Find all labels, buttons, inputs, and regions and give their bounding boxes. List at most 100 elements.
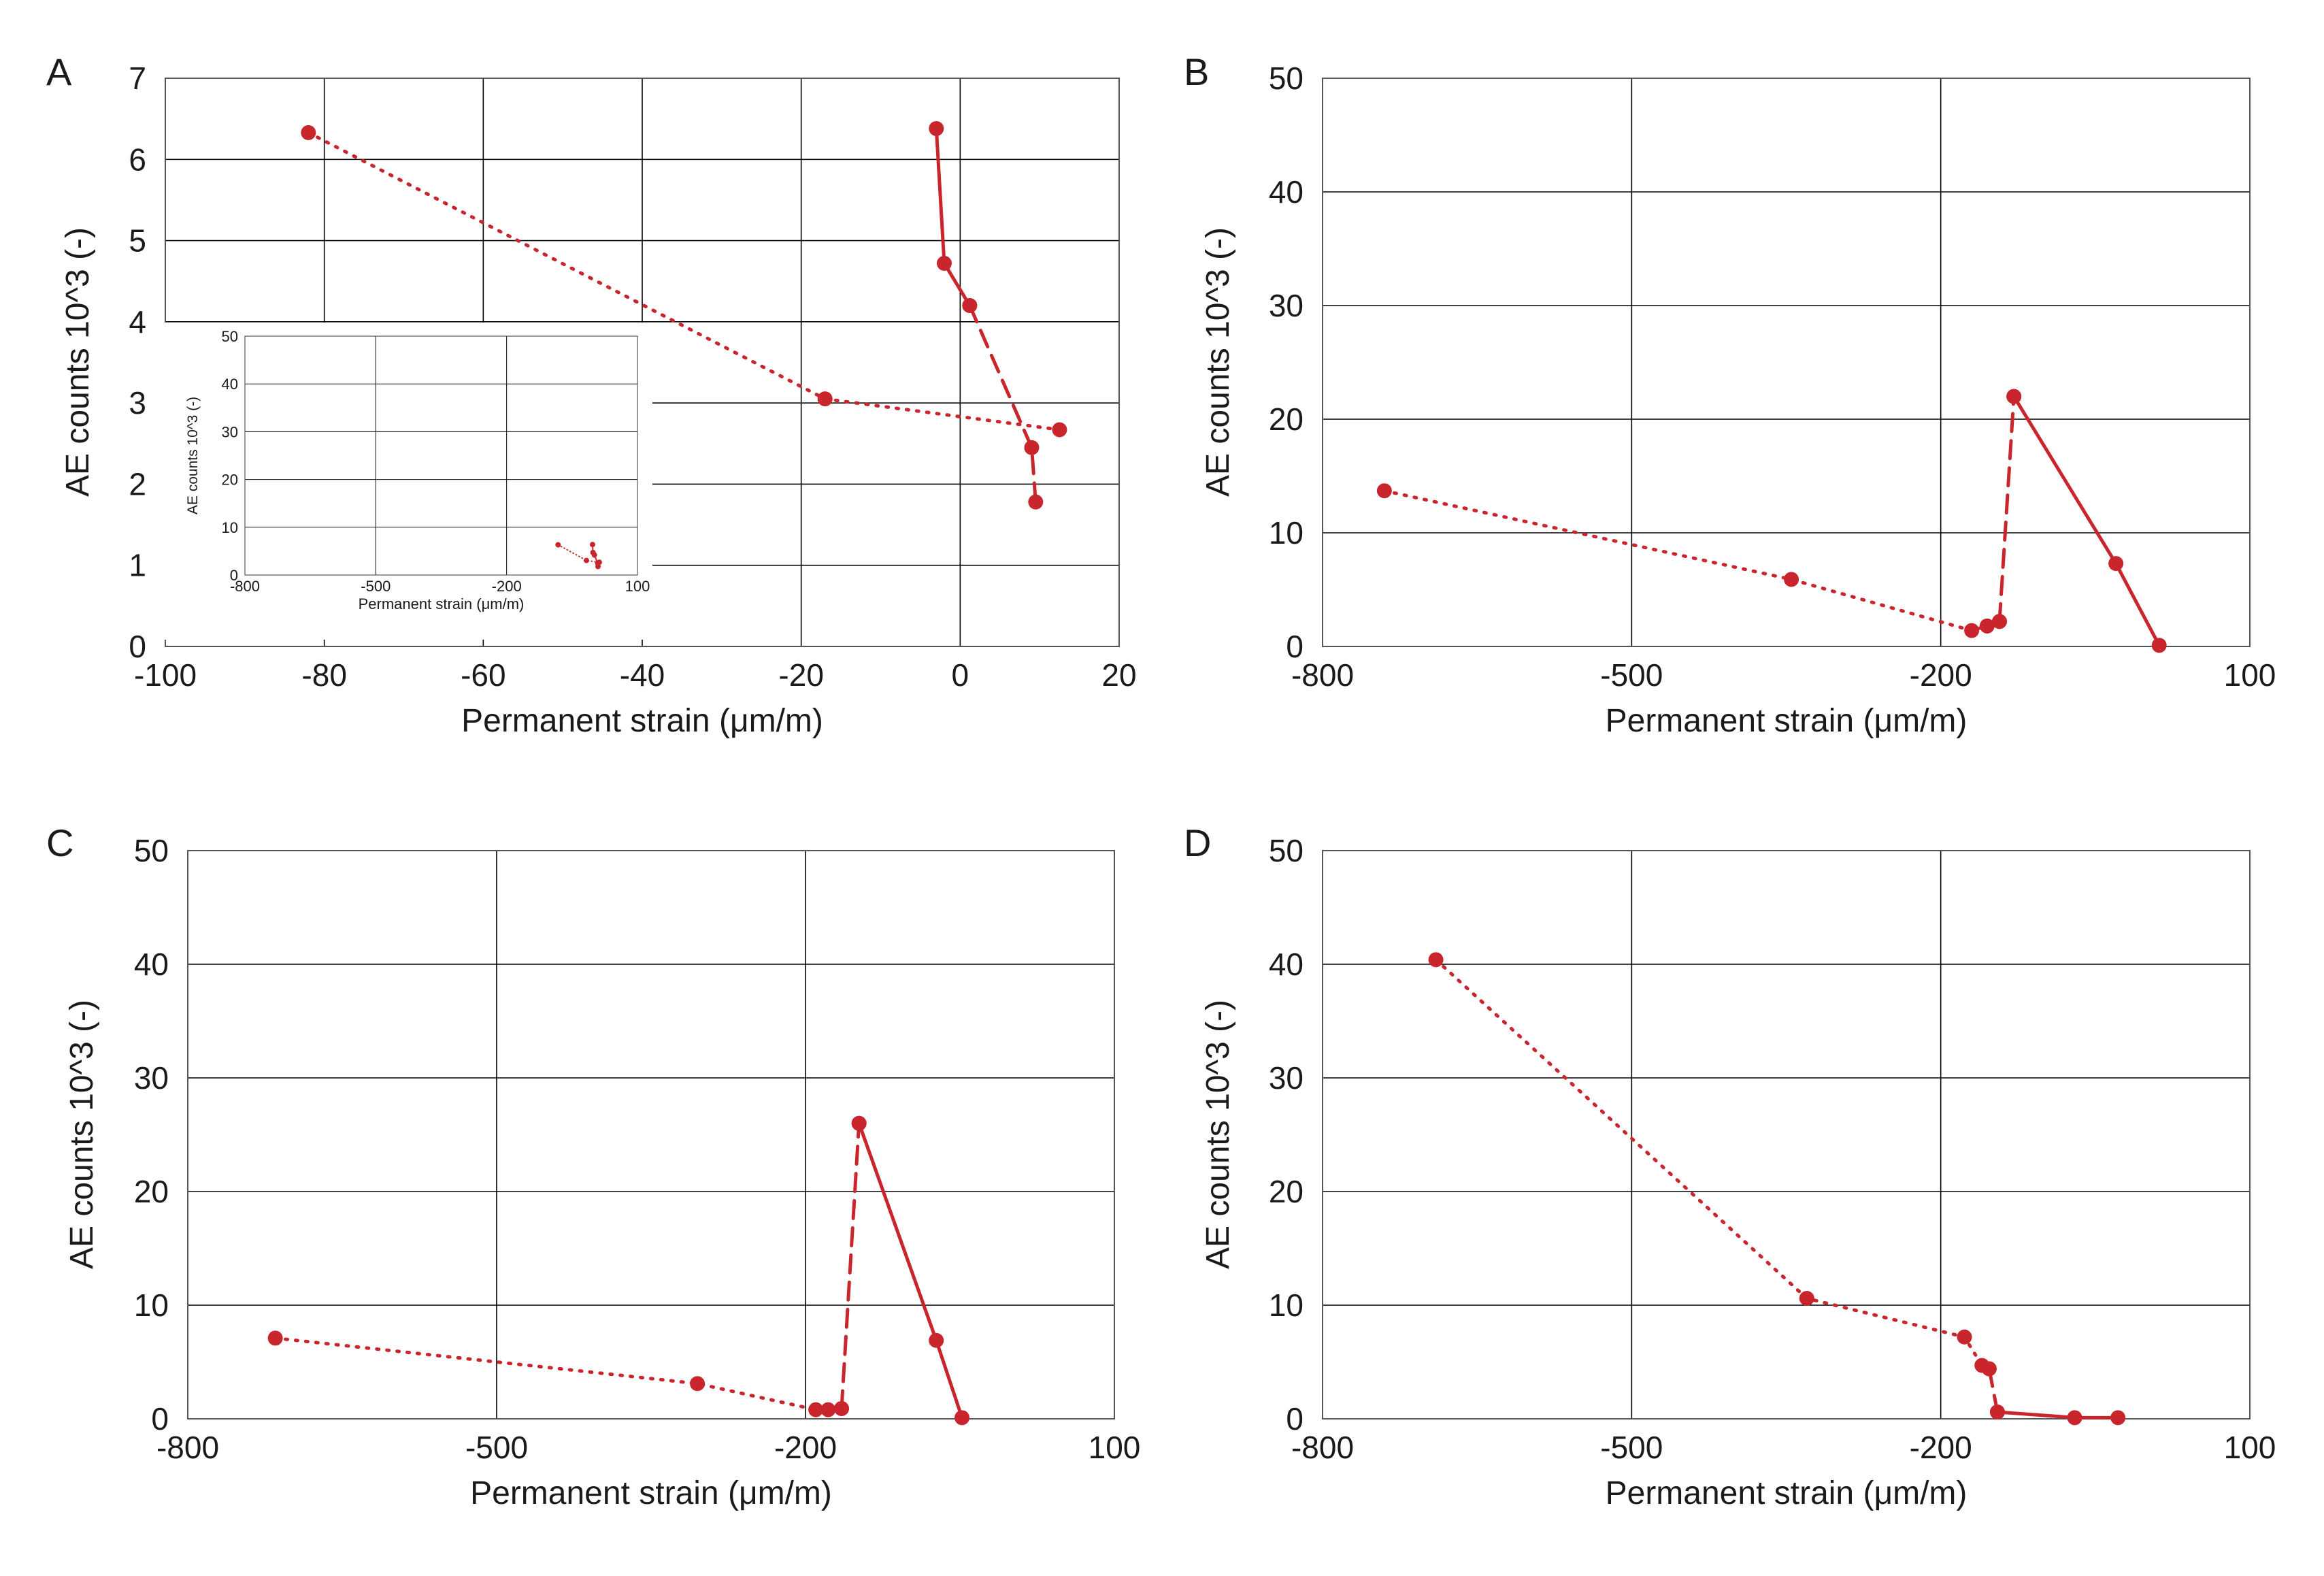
data-point bbox=[267, 1330, 283, 1346]
x-tick-label: -200 bbox=[1910, 1430, 1972, 1465]
data-point bbox=[1028, 494, 1044, 510]
plot-frame bbox=[1322, 850, 2251, 1419]
plot-area bbox=[1323, 78, 2250, 646]
data-point bbox=[1428, 952, 1444, 968]
series-dashed-line bbox=[840, 1121, 861, 1411]
y-tick-label: 0 bbox=[151, 1401, 169, 1437]
x-axis-label: Permanent strain (μm/m) bbox=[1606, 1475, 1968, 1511]
x-tick-label: 100 bbox=[1089, 1430, 1141, 1465]
x-tick-label: -60 bbox=[461, 657, 505, 693]
x-tick-label: -200 bbox=[774, 1430, 837, 1465]
x-tick-label: 0 bbox=[952, 657, 969, 693]
y-axis-label: AE counts 10^3 (-) bbox=[60, 227, 96, 497]
y-axis-label: AE counts 10^3 (-) bbox=[1200, 227, 1236, 497]
y-tick-label: 30 bbox=[1269, 288, 1304, 323]
x-tick-label: -800 bbox=[1291, 1430, 1354, 1465]
data-point bbox=[936, 255, 952, 271]
data-point bbox=[591, 552, 597, 558]
data-point bbox=[1979, 618, 1995, 634]
data-point bbox=[1799, 1290, 1814, 1306]
x-tick-label: -200 bbox=[492, 578, 522, 595]
y-axis-label: AE counts 10^3 (-) bbox=[185, 397, 201, 514]
data-point bbox=[1784, 572, 1799, 587]
y-tick-label: 10 bbox=[1269, 515, 1304, 551]
data-point bbox=[2006, 389, 2022, 404]
y-tick-label: 1 bbox=[129, 548, 146, 583]
data-point bbox=[820, 1402, 836, 1417]
panel-label: C bbox=[46, 821, 73, 864]
x-axis-label: Permanent strain (μm/m) bbox=[359, 595, 525, 612]
panel-label: D bbox=[1184, 821, 1211, 864]
x-tick-label: 100 bbox=[625, 578, 650, 595]
data-point bbox=[1052, 422, 1067, 438]
data-point bbox=[2108, 556, 2124, 572]
plot-frame bbox=[187, 850, 1115, 1419]
y-tick-label: 2 bbox=[129, 466, 146, 502]
data-point bbox=[1376, 483, 1392, 499]
y-tick-label: 10 bbox=[1269, 1287, 1304, 1323]
data-point bbox=[929, 1332, 944, 1348]
y-tick-label: 20 bbox=[134, 1174, 169, 1209]
x-tick-label: -500 bbox=[1600, 657, 1663, 693]
y-tick-label: 0 bbox=[129, 629, 146, 664]
x-tick-label: -500 bbox=[1600, 1430, 1663, 1465]
y-tick-label: 0 bbox=[230, 567, 238, 584]
data-point bbox=[595, 563, 601, 570]
data-point bbox=[851, 1115, 867, 1131]
data-point bbox=[1964, 623, 1980, 638]
y-tick-label: 40 bbox=[1269, 947, 1304, 982]
data-point bbox=[817, 391, 833, 407]
y-axis-label: AE counts 10^3 (-) bbox=[1200, 1000, 1236, 1269]
data-point bbox=[2067, 1410, 2082, 1426]
data-point bbox=[833, 1400, 849, 1416]
data-point bbox=[2110, 1410, 2126, 1426]
y-tick-label: 40 bbox=[134, 947, 169, 982]
y-tick-label: 20 bbox=[1269, 401, 1304, 437]
x-axis-label: Permanent strain (μm/m) bbox=[470, 1475, 832, 1511]
x-tick-label: -20 bbox=[778, 657, 823, 693]
data-point bbox=[555, 542, 561, 548]
x-tick-label: -800 bbox=[156, 1430, 219, 1465]
plot-area bbox=[1323, 851, 2250, 1419]
y-tick-label: 20 bbox=[222, 472, 238, 489]
panel-label: A bbox=[46, 50, 72, 93]
data-point bbox=[1989, 1404, 2005, 1419]
y-tick-label: 40 bbox=[1269, 174, 1304, 210]
y-tick-label: 20 bbox=[1269, 1174, 1304, 1209]
plot-frame bbox=[1322, 78, 2251, 647]
panel-label: B bbox=[1184, 50, 1209, 93]
x-axis-label: Permanent strain (μm/m) bbox=[461, 703, 823, 739]
y-tick-label: 50 bbox=[1269, 833, 1304, 868]
y-tick-label: 4 bbox=[129, 304, 146, 340]
x-tick-label: -500 bbox=[361, 578, 391, 595]
data-point bbox=[1024, 440, 1040, 455]
y-tick-label: 5 bbox=[129, 223, 146, 259]
x-tick-label: 100 bbox=[2224, 1430, 2276, 1465]
x-tick-label: -200 bbox=[1910, 657, 1972, 693]
x-tick-label: 100 bbox=[2224, 657, 2276, 693]
data-point bbox=[954, 1410, 970, 1426]
data-point bbox=[690, 1376, 706, 1392]
y-tick-label: 40 bbox=[222, 376, 238, 393]
chart_data-2-group: -800 -500 -200 100 0 10 20 30 40 50 Permanent stra… bbox=[46, 821, 1140, 1511]
y-tick-label: 10 bbox=[222, 519, 238, 536]
data-point bbox=[583, 557, 589, 563]
y-tick-label: 50 bbox=[222, 328, 238, 345]
y-tick-label: 7 bbox=[129, 61, 146, 96]
data-point bbox=[962, 298, 978, 313]
data-point bbox=[808, 1402, 824, 1417]
y-tick-label: 0 bbox=[1286, 629, 1304, 664]
y-axis-label: AE counts 10^3 (-) bbox=[64, 1000, 100, 1269]
y-tick-label: 3 bbox=[129, 385, 146, 421]
data-point bbox=[2151, 638, 2167, 653]
plot-frame bbox=[244, 335, 638, 576]
x-tick-label: -800 bbox=[1291, 657, 1354, 693]
data-point bbox=[301, 125, 316, 140]
y-tick-label: 50 bbox=[134, 833, 169, 868]
y-tick-label: 30 bbox=[1269, 1060, 1304, 1096]
x-tick-label: -500 bbox=[465, 1430, 528, 1465]
x-axis-label: Permanent strain (μm/m) bbox=[1606, 703, 1968, 739]
data-point bbox=[589, 542, 595, 548]
